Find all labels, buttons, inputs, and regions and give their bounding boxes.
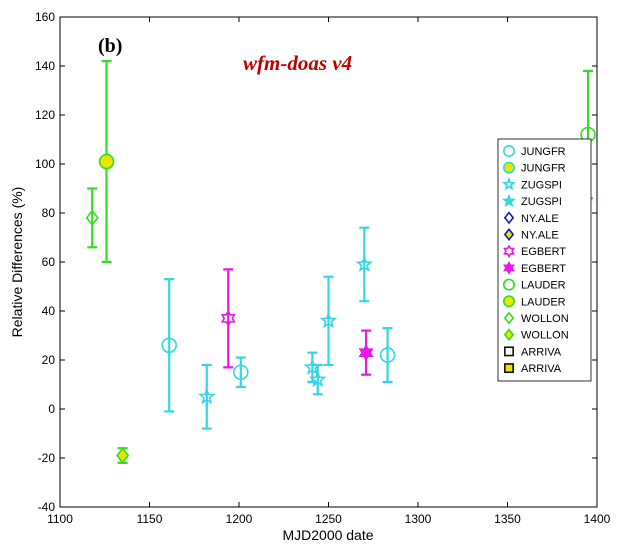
error-bar — [359, 226, 370, 303]
legend-marker — [501, 176, 517, 191]
data-point — [232, 364, 249, 381]
legend-box — [497, 138, 592, 382]
y-tick-label: -20 — [38, 451, 56, 465]
error-bar — [164, 278, 175, 413]
y-axis-title: Relative Differences (%) — [9, 187, 25, 338]
legend-marker — [503, 211, 515, 225]
error-bar — [235, 356, 246, 389]
x-tick-label: 1100 — [47, 512, 73, 526]
legend-entry: JUNGFR — [502, 161, 566, 175]
data-point — [308, 370, 327, 388]
axis-ticks: 1100 1150 1200 1250 1300 1350 1400 -40 -20 0 20 40 6… — [35, 10, 611, 526]
legend-entry: JUNGFR — [502, 145, 566, 158]
legend-label: LAUDER — [521, 296, 566, 308]
legend-marker — [504, 363, 514, 374]
data-point — [379, 347, 396, 363]
y-tick-label: 140 — [35, 59, 55, 73]
y-tick-label: 80 — [42, 206, 56, 220]
data-point — [303, 358, 322, 375]
x-tick-label: 1250 — [315, 512, 342, 526]
y-tick-label: -40 — [38, 500, 56, 514]
legend-label: NY.ALE — [521, 213, 559, 225]
data-point — [355, 255, 374, 272]
data-point — [358, 344, 374, 362]
y-tick-label: 60 — [42, 255, 56, 269]
legend-label: WOLLON — [521, 313, 569, 325]
y-tick-label: 160 — [35, 10, 55, 24]
panel-label: (b) — [98, 35, 122, 57]
legend-entry: ZUGSPI — [501, 193, 562, 208]
x-tick-label: 1200 — [226, 512, 253, 526]
legend-entry: NY.ALE — [503, 228, 559, 242]
legend-marker — [502, 161, 515, 174]
legend-entry: WOLLON — [503, 328, 569, 342]
legend-entry: ARRIVA — [504, 346, 562, 358]
y-tick-label: 20 — [42, 353, 56, 367]
data-point — [98, 153, 115, 170]
data-point — [220, 309, 236, 327]
legend-label: ZUGSPI — [521, 196, 562, 208]
legend-entry: LAUDER — [502, 295, 566, 308]
y-tick-label: 40 — [42, 304, 56, 318]
error-bar — [382, 327, 393, 384]
legend-label: ZUGSPI — [521, 179, 562, 191]
error-bar — [201, 363, 212, 430]
legend-entry: LAUDER — [502, 278, 566, 292]
legend-marker — [504, 346, 514, 357]
legend-label: LAUDER — [521, 280, 566, 292]
legend-label: WOLLON — [521, 330, 569, 342]
data-point — [85, 209, 99, 227]
legend: JUNGFR JUNGFR ZUGSPI ZUGSPI NY.ALE NY.ALE EGBE… — [497, 138, 592, 382]
y-tick-label: 100 — [35, 157, 55, 171]
legend-marker — [503, 244, 515, 258]
legend-entry: ZUGSPI — [501, 176, 562, 191]
x-tick-label: 1350 — [494, 512, 521, 526]
data-markers — [85, 126, 596, 464]
legend-entry: EGBERT — [503, 244, 566, 258]
legend-label: ARRIVA — [521, 363, 562, 375]
x-tick-label: 1400 — [584, 512, 611, 526]
legend-label: NY.ALE — [521, 230, 559, 242]
error-bars — [87, 59, 594, 464]
legend-marker — [503, 311, 515, 325]
legend-marker — [501, 193, 517, 208]
legend-marker — [502, 295, 515, 308]
legend-marker — [502, 145, 515, 158]
legend-label: EGBERT — [521, 246, 566, 258]
legend-entry: EGBERT — [503, 261, 566, 275]
x-tick-label: 1300 — [405, 512, 432, 526]
data-point — [319, 311, 338, 329]
legend-label: EGBERT — [521, 263, 566, 275]
data-point — [197, 387, 216, 405]
legend-marker — [503, 228, 515, 241]
legend-label: JUNGFR — [521, 146, 566, 158]
data-point — [116, 447, 130, 464]
legend-label: ARRIVA — [521, 346, 562, 358]
legend-items: JUNGFR JUNGFR ZUGSPI ZUGSPI NY.ALE NY.ALE EGBE… — [501, 145, 569, 375]
legend-entry: WOLLON — [503, 311, 569, 325]
legend-label: JUNGFR — [521, 163, 566, 175]
legend-entry: ARRIVA — [504, 363, 562, 375]
legend-marker — [503, 328, 515, 342]
chart-subtitle: wfm-doas v4 — [243, 51, 352, 75]
x-axis-title: MJD2000 date — [282, 527, 373, 543]
legend-marker — [502, 278, 515, 291]
y-tick-label: 120 — [35, 108, 55, 122]
error-bar — [223, 268, 234, 369]
error-bar — [323, 275, 334, 366]
x-tick-label: 1150 — [137, 512, 163, 526]
error-bar — [87, 187, 98, 249]
legend-marker — [503, 261, 515, 275]
y-tick-label: 0 — [48, 402, 55, 416]
legend-entry: NY.ALE — [503, 211, 559, 225]
data-point — [161, 337, 177, 354]
